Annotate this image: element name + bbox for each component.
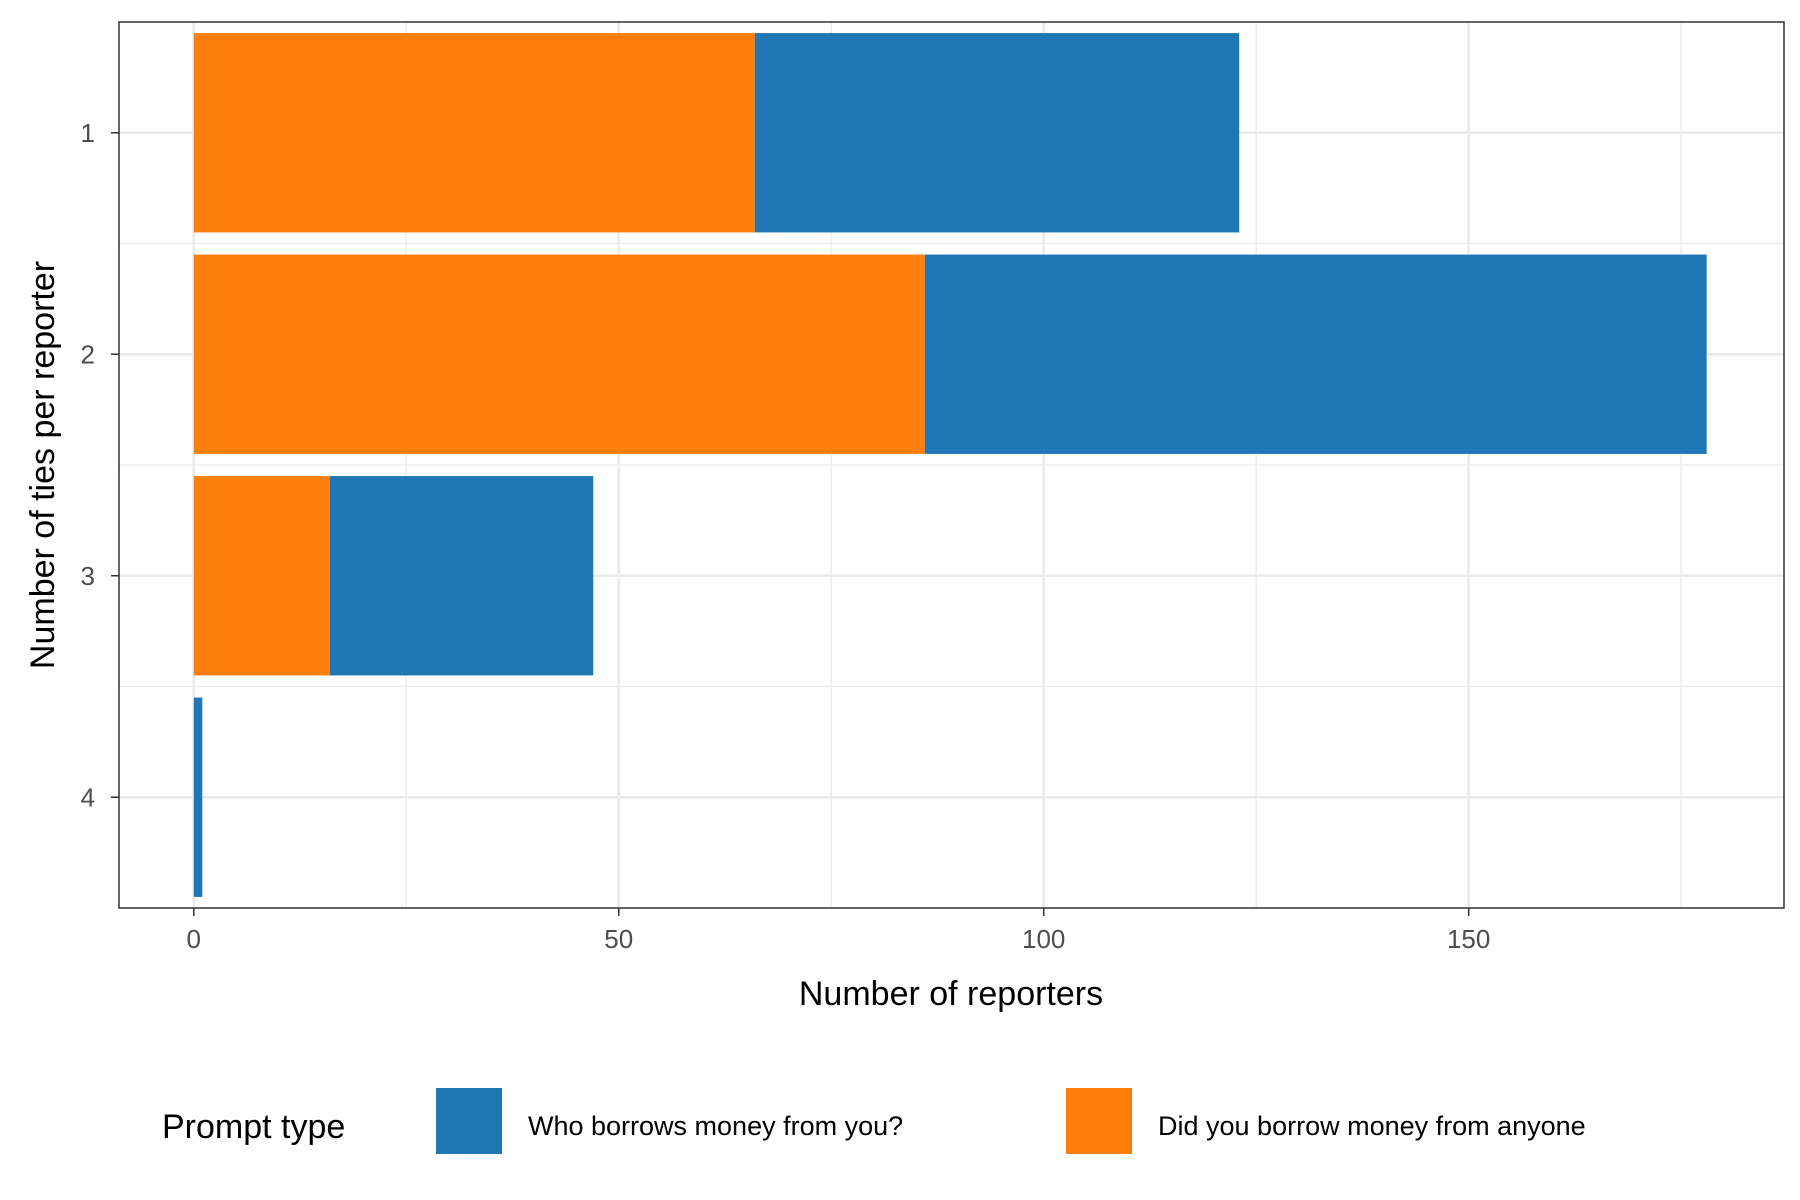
x-tick-label: 100	[1022, 924, 1065, 954]
y-tick-label: 2	[81, 339, 95, 369]
bar-segment	[193, 476, 330, 676]
legend-label-who-borrows: Who borrows money from you?	[528, 1111, 903, 1141]
bar-segment	[924, 254, 1707, 454]
x-tick-label: 150	[1447, 924, 1490, 954]
legend: Prompt type Who borrows money from you? …	[162, 1088, 1586, 1154]
bar-segment	[754, 33, 1240, 233]
x-axis-title: Number of reporters	[799, 975, 1103, 1013]
x-tick-label: 0	[187, 924, 201, 954]
y-axis-title: Number of ties per reporter	[24, 261, 62, 669]
y-tick-label: 3	[81, 561, 95, 591]
legend-label-did-you-borrow: Did you borrow money from anyone	[1158, 1111, 1586, 1141]
x-tick-label: 50	[604, 924, 633, 954]
legend-swatch-who-borrows	[436, 1088, 502, 1154]
bar-segment	[193, 33, 755, 233]
axis-ticks: 0 50 100 150 1 2 3 4	[81, 118, 1491, 954]
bar-segment	[329, 476, 594, 676]
bar-segment	[193, 254, 925, 454]
bars	[193, 33, 1707, 897]
y-tick-label: 4	[81, 782, 95, 812]
y-tick-label: 1	[81, 118, 95, 148]
legend-title: Prompt type	[162, 1108, 345, 1146]
legend-swatch-did-you-borrow	[1066, 1088, 1132, 1154]
plot-border	[118, 21, 1785, 909]
bar-segment	[193, 697, 203, 897]
